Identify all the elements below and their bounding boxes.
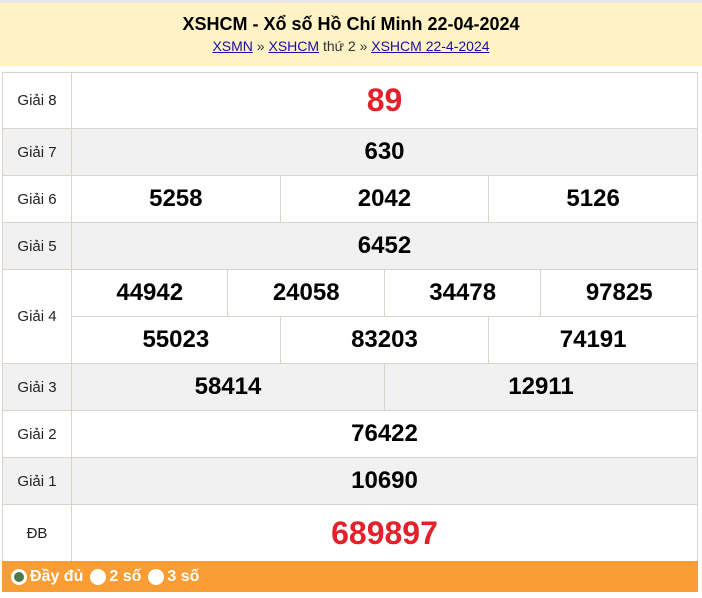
prize-number: 630	[71, 128, 698, 176]
page-title: XSHCM - Xổ số Hồ Chí Minh 22-04-2024	[182, 14, 520, 34]
breadcrumb-weekday: thứ 2	[322, 38, 356, 54]
row-giai-6: Giải 6 5258 2042 5126	[2, 175, 698, 223]
prize-number: 12911	[383, 363, 699, 411]
radio-selected-icon[interactable]	[11, 568, 27, 585]
display-options-bar: Đầy đủ 2 số 3 số	[2, 561, 698, 592]
prize-number: 5126	[488, 175, 698, 223]
radio-icon[interactable]	[148, 568, 165, 585]
breadcrumb-sep: »	[359, 38, 368, 54]
prize-number: 97825	[540, 269, 698, 317]
breadcrumb-xsmn[interactable]: XSMN	[212, 38, 253, 54]
row-giai-2: Giải 2 76422	[2, 410, 698, 458]
prize-label: ĐB	[2, 504, 72, 562]
top-border	[0, 0, 702, 3]
prize-number: 24058	[227, 269, 385, 317]
prize-label: Giải 7	[2, 128, 72, 176]
option-label: Đầy đủ	[30, 567, 84, 585]
row-giai-8: Giải 8 89	[2, 72, 698, 129]
prize-label: Giải 3	[2, 363, 72, 411]
option-2-digits[interactable]: 2 số	[87, 568, 141, 586]
prize-number: 89	[71, 72, 698, 129]
prize-number: 83203	[279, 316, 490, 364]
prize-number: 2042	[279, 175, 490, 223]
prize-number: 10690	[71, 457, 698, 505]
jackpot-number: 689897	[71, 504, 698, 562]
breadcrumb: XSMN » XSHCM thứ 2 » XSHCM 22-4-2024	[0, 38, 702, 54]
breadcrumb-date[interactable]: XSHCM 22-4-2024	[371, 38, 490, 54]
option-label: 3 số	[167, 567, 200, 585]
option-label: 2 số	[109, 567, 142, 585]
prize-label: Giải 5	[2, 222, 72, 270]
prize-number: 5258	[71, 175, 281, 223]
prize-number: 34478	[383, 269, 542, 317]
prize-number: 6452	[71, 222, 698, 270]
prize-label: Giải 2	[2, 410, 72, 458]
row-giai-4: Giải 4 44942 24058 34478 97825	[2, 269, 698, 364]
row-giai-7: Giải 7 630	[2, 128, 698, 176]
option-3-digits[interactable]: 3 số	[145, 568, 199, 586]
breadcrumb-sep: »	[256, 38, 265, 54]
breadcrumb-xshcm[interactable]: XSHCM	[268, 38, 320, 54]
prize-number: 44942	[70, 269, 229, 317]
prize-number: 58414	[71, 363, 385, 411]
prize-number: 74191	[488, 316, 698, 364]
row-giai-5: Giải 5 6452	[2, 222, 698, 270]
option-full[interactable]: Đầy đủ	[8, 568, 83, 586]
row-giai-3: Giải 3 58414 12911	[2, 363, 699, 411]
results-table: Giải 8 89 Giải 7 630 Giải 6 5258 2042 51…	[2, 72, 699, 562]
prize-number: 76422	[71, 410, 698, 458]
radio-icon[interactable]	[90, 568, 107, 585]
row-giai-4b: 55023 83203 74191	[3, 316, 698, 364]
prize-label: Giải 1	[2, 457, 72, 505]
row-dac-biet: ĐB 689897	[2, 504, 698, 562]
row-giai-1: Giải 1 10690	[2, 457, 698, 505]
prize-number: 55023	[71, 316, 281, 364]
prize-label: Giải 6	[2, 175, 72, 223]
prize-label: Giải 4	[2, 269, 72, 364]
prize-label: Giải 8	[2, 72, 72, 129]
page-header: XSHCM - Xổ số Hồ Chí Minh 22-04-2024 XSM…	[0, 3, 702, 66]
